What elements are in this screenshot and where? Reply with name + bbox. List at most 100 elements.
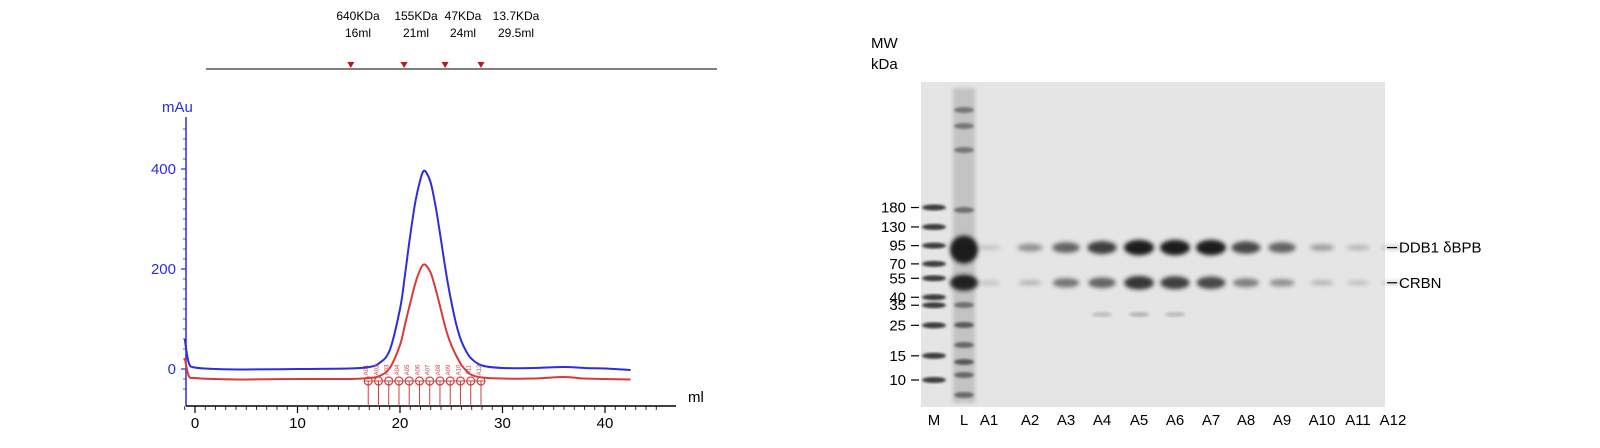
mw-tick-label: 10 — [889, 372, 906, 389]
lysate-band — [954, 372, 974, 378]
ddb1-band — [1124, 239, 1154, 256]
ddb1-band — [1087, 241, 1117, 255]
ladder-band — [922, 294, 946, 301]
lane-label: A6 — [1166, 412, 1184, 429]
crbn-band — [1310, 280, 1334, 286]
calibration-volume: 24ml — [450, 26, 476, 40]
band-annotations: DDB1 δBPB CRBN — [1387, 240, 1482, 292]
lysate-band — [954, 322, 974, 328]
lysate-band — [954, 107, 974, 113]
lysate-band — [954, 302, 974, 308]
ladder-band — [922, 204, 946, 211]
crbn-band — [1232, 278, 1260, 288]
fraction-label: A06 — [415, 364, 421, 375]
lysate-band — [954, 147, 974, 153]
calibration-marker-icon — [400, 62, 408, 68]
fraction-label: A12 — [477, 364, 483, 375]
lane-label: A3 — [1057, 412, 1075, 429]
gel-shade — [921, 82, 1385, 407]
fraction-label: A02 — [374, 364, 380, 375]
band-annotation-label: DDB1 δBPB — [1399, 240, 1482, 257]
ladder-band — [922, 223, 946, 230]
y-axis-label: mAu — [162, 99, 193, 116]
lysate-band — [954, 123, 974, 129]
calibration-marker-icon — [347, 62, 355, 68]
crbn-band — [1346, 280, 1370, 286]
fraction-label: A09 — [446, 364, 452, 375]
crbn-band — [1124, 275, 1154, 290]
y-tick-label: 400 — [151, 161, 176, 178]
ladder-band — [922, 302, 946, 309]
y-tick-label: 0 — [168, 361, 176, 378]
fraction-ticks: A01 A02 A03 A04 A05 A06 A07 A08 A09 A10 A11 A12 — [363, 364, 486, 406]
uv-secondary-trace — [183, 263, 631, 381]
calibration-marker-icon — [477, 62, 485, 68]
fraction-label: A04 — [395, 364, 401, 375]
x-ticks: 0 10 20 30 40 — [184, 406, 657, 432]
fraction-label: A10 — [456, 364, 462, 375]
ddb1-band — [1017, 243, 1043, 252]
x-axis-label: ml — [688, 389, 704, 406]
fraction-label: A03 — [385, 364, 391, 375]
x-tick-label: 30 — [494, 415, 511, 432]
calibration-marker-icon — [441, 62, 449, 68]
calibration-volume: 16ml — [345, 26, 371, 40]
lane-label: A9 — [1273, 412, 1291, 429]
chromatogram-chart: 640KDa 16ml 155KDa 21ml 47KDa 24ml 13.7KDa 29.5… — [151, 9, 717, 432]
gel-bands — [950, 88, 1405, 403]
crbn-band — [1088, 277, 1116, 289]
crbn-band — [1052, 278, 1080, 288]
mw-tick-label: 15 — [889, 348, 906, 365]
crbn-band — [1160, 276, 1190, 290]
calibration-mass: 155KDa — [394, 9, 438, 23]
lane-label: A10 — [1309, 412, 1336, 429]
ddb1-band — [1309, 244, 1335, 251]
y-ticks: 0 200 400 — [151, 128, 186, 390]
mw-tick-label: 35 — [889, 297, 906, 314]
mw-tick-label: 180 — [881, 200, 906, 217]
lane-label: A8 — [1237, 412, 1255, 429]
ddb1-band — [950, 235, 978, 264]
crbn-band — [1018, 280, 1042, 286]
lane-label: A7 — [1202, 412, 1220, 429]
mw-tick-label: 40 — [889, 289, 906, 306]
calibration-markers: 640KDa 16ml 155KDa 21ml 47KDa 24ml 13.7KDa 29.5… — [336, 9, 540, 68]
ladder-band — [922, 322, 946, 329]
band-annotation-label: CRBN — [1399, 275, 1442, 292]
contaminant-band — [1165, 311, 1185, 317]
crbn-band — [1269, 278, 1295, 287]
lane-labels: M L A1 A2 A3 A4 A5 A6 A7 A8 A9 A10 A11 A12 — [928, 412, 1407, 429]
fraction-label: A01 — [364, 364, 370, 375]
ladder-band — [922, 275, 946, 282]
mw-tick-label: 130 — [881, 219, 906, 236]
ddb1-band — [1160, 239, 1190, 256]
traces — [183, 169, 631, 381]
x-tick-label: 20 — [392, 415, 409, 432]
lysate-band — [954, 392, 974, 398]
fraction-label: A08 — [436, 364, 442, 375]
gel-background — [921, 82, 1385, 407]
lane-label: A2 — [1021, 412, 1039, 429]
lane-label: M — [928, 412, 941, 429]
y-tick-label: 200 — [151, 261, 176, 278]
ddb1-band — [1268, 242, 1296, 253]
mw-label: MW — [871, 35, 898, 52]
contaminant-band — [1092, 311, 1112, 317]
calibration-volume: 29.5ml — [498, 26, 534, 40]
lysate-band — [954, 359, 974, 365]
ladder-band — [922, 242, 946, 249]
crbn-band — [977, 280, 1001, 285]
ladder-band — [922, 352, 946, 359]
mw-tick-label: 25 — [889, 317, 906, 334]
fraction-label: A07 — [426, 364, 432, 375]
x-tick-label: 40 — [597, 415, 614, 432]
lane-label: A5 — [1130, 412, 1148, 429]
crbn-band — [1196, 276, 1226, 289]
mw-tick-label: 70 — [889, 256, 906, 273]
calibration-mass: 13.7KDa — [493, 9, 540, 23]
ladder-band — [922, 260, 946, 267]
uv280-trace — [183, 169, 631, 371]
